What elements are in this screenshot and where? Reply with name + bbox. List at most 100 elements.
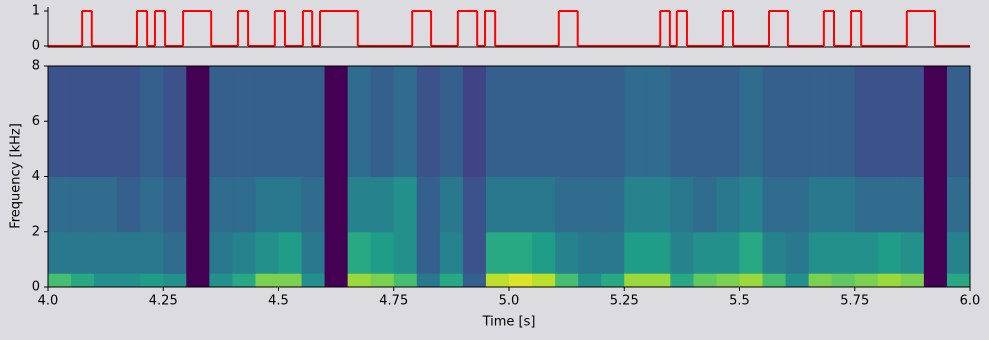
x-tick-label: 5.5: [729, 294, 750, 309]
spectrogram-cell: [301, 176, 326, 233]
spectrogram-cell: [532, 273, 556, 288]
spectrogram-cell: [232, 273, 256, 288]
spectrogram-cell: [670, 231, 694, 274]
spectrogram-cell: [347, 176, 372, 233]
spectrogram-cell: [163, 231, 187, 274]
spectrogram-cell: [946, 273, 971, 288]
spectrogram-cell: [347, 231, 372, 274]
spectrogram-cell: [462, 273, 487, 288]
y-tick-label: 4: [32, 169, 40, 184]
spectrogram-cell: [647, 66, 671, 177]
spectrogram-cell: [900, 176, 925, 233]
spectrogram-cell: [71, 231, 95, 274]
spectrogram-cell: [739, 66, 764, 177]
spectrogram-cell: [462, 231, 487, 274]
spectrogram-cell: [140, 273, 164, 288]
spectrogram-cell: [94, 273, 118, 288]
spectrogram-cell: [624, 176, 648, 233]
spectrogram-cell: [163, 176, 187, 233]
spectrogram-cell: [670, 273, 694, 288]
spectrogram-cell: [877, 176, 902, 233]
spectrogram-cell: [71, 176, 95, 233]
spectrogram-cell: [647, 273, 671, 288]
spectrogram-cell: [439, 231, 464, 274]
spectrogram-cell: [946, 66, 971, 177]
spectrogram-cell: [485, 176, 510, 233]
spectrogram-cell: [532, 66, 556, 177]
spectrogram-cell: [416, 176, 441, 233]
spectrogram-cell: [831, 176, 856, 233]
spectrogram-cell: [670, 66, 694, 177]
spectrogram-cell: [509, 231, 533, 274]
spectrogram-cell: [370, 231, 395, 274]
spectrogram-cell: [209, 176, 233, 233]
spectrogram-cell: [48, 176, 72, 233]
spectrogram-cell: [439, 66, 464, 177]
spectrogram-cell: [347, 66, 372, 177]
spectrogram-cell: [509, 66, 533, 177]
spectrogram-cell: [923, 176, 948, 233]
spectrogram-cell: [739, 176, 764, 233]
spectrogram-cell: [624, 231, 648, 274]
spectrogram-cell: [601, 273, 625, 288]
spectrogram-cell: [117, 273, 141, 288]
spectrogram-cell: [163, 66, 187, 177]
spectrogram-cell: [923, 66, 948, 177]
spectrogram-cell: [785, 176, 810, 233]
spectrogram-cell: [831, 273, 856, 288]
spectrogram-cell: [48, 273, 72, 288]
spectrogram-cell: [232, 231, 256, 274]
spectrogram-cell: [255, 231, 279, 274]
spectrogram-cell: [209, 66, 233, 177]
x-tick-label: 4.25: [149, 294, 178, 309]
spectrogram-cell: [278, 176, 303, 233]
spectrogram-cell: [854, 273, 879, 288]
spectrogram-cell: [347, 273, 372, 288]
spectrogram-cell: [532, 176, 556, 233]
spectrogram-cell: [301, 66, 326, 177]
spectrogram-cell: [601, 66, 625, 177]
spectrogram-cell: [186, 66, 210, 177]
spectrogram-cell: [923, 273, 948, 288]
spectrogram-cell: [624, 66, 648, 177]
x-tick-label: 6.0: [960, 294, 981, 309]
spectrogram-cell: [624, 273, 648, 288]
spectrogram-cell: [94, 66, 118, 177]
spectrogram-cell: [485, 231, 510, 274]
spectrogram-cell: [716, 231, 740, 274]
spectrogram-cell: [324, 66, 349, 177]
spectrogram-cell: [278, 66, 303, 177]
spectrogram-cell: [462, 66, 487, 177]
spectrogram-cell: [186, 231, 210, 274]
spectrogram-cell: [301, 231, 326, 274]
spectrogram-cell: [509, 176, 533, 233]
spectrogram-cell: [877, 273, 902, 288]
spectrogram-cell: [324, 273, 349, 288]
spectrogram-cell: [762, 176, 787, 233]
spectrogram-cell: [854, 176, 879, 233]
spectrogram-cell: [117, 231, 141, 274]
y-tick-label: 8: [32, 59, 40, 74]
spectrogram-cell: [485, 273, 510, 288]
spectrogram-cell: [393, 66, 418, 177]
spectrogram-cell: [393, 273, 418, 288]
spectrogram-cell: [854, 66, 879, 177]
spectrogram-cell: [94, 231, 118, 274]
spectrogram-cell: [716, 273, 740, 288]
spectrogram-cell: [716, 66, 740, 177]
spectrogram-cell: [578, 273, 602, 288]
spectrogram-cell: [163, 273, 187, 288]
spectrogram-cell: [923, 231, 948, 274]
spectrogram-cell: [324, 176, 349, 233]
spectrogram-cell: [578, 176, 602, 233]
spectrogram-cell: [831, 66, 856, 177]
spectrogram-cell: [785, 273, 810, 288]
y-tick-label: 0: [32, 39, 40, 54]
spectrogram-cell: [578, 231, 602, 274]
spectrogram-cell: [647, 176, 671, 233]
spectrogram-cell: [831, 231, 856, 274]
spectrogram-cell: [808, 273, 833, 288]
spectrogram-cell: [255, 66, 279, 177]
spectrogram-cell: [301, 273, 326, 288]
